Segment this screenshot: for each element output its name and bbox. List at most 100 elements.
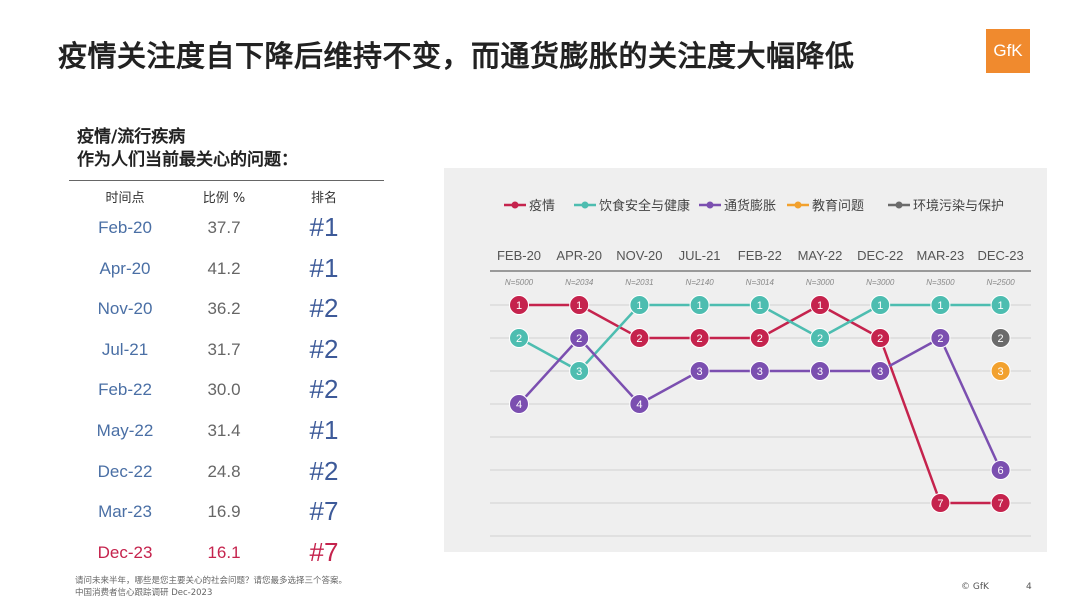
data-point-label: 3 — [817, 366, 823, 378]
x-tick-label: NOV-20 — [616, 248, 662, 263]
data-point-label: 2 — [576, 333, 582, 345]
page-title: 疫情关注度自下降后维持不变，而通货膨胀的关注度大幅降低 — [58, 39, 855, 73]
data-point-label: 3 — [877, 366, 883, 378]
data-point-marker — [629, 295, 650, 315]
data-point-marker — [749, 361, 770, 381]
table-heading-line1: 疫情/流行疾病 — [77, 127, 186, 147]
data-point-marker — [990, 493, 1011, 513]
footnote: 请问未来半年，哪些是您主要关心的社会问题？请您最多选择三个答案。 中国消费者信心… — [75, 575, 347, 599]
data-point-label: 2 — [516, 333, 522, 345]
data-point-marker — [870, 361, 891, 381]
data-point-label: 2 — [998, 333, 1004, 345]
data-point-label: 2 — [937, 333, 943, 345]
data-point-marker — [990, 295, 1011, 315]
x-tick-label: DEC-23 — [977, 248, 1023, 263]
row-rank: #2 — [309, 374, 339, 405]
sample-size-label: N=3500 — [926, 278, 955, 287]
sample-size-label: N=3000 — [806, 278, 835, 287]
row-date: Jul-21 — [101, 339, 149, 359]
data-point-marker — [629, 394, 650, 414]
x-tick-label: FEB-20 — [497, 248, 541, 263]
x-tick-label: FEB-22 — [738, 248, 782, 263]
table-divider — [69, 180, 384, 181]
row-date: Mar-23 — [98, 502, 152, 522]
data-point-label: 3 — [697, 366, 703, 378]
legend-swatch-dot — [581, 201, 589, 209]
footnote-question: 请问未来半年，哪些是您主要关心的社会问题？请您最多选择三个答案。 — [75, 576, 348, 586]
data-point-marker — [749, 328, 770, 348]
table-row: Mar-23 16.9 #7 — [69, 492, 384, 532]
legend-label: 疫情 — [529, 198, 555, 214]
data-point-marker — [930, 295, 951, 315]
row-value: 31.4 — [207, 421, 241, 440]
table-heading: 疫情/流行疾病 作为人们当前最关心的问题： — [77, 126, 298, 172]
row-date: Apr-20 — [99, 258, 151, 278]
row-rank: #1 — [309, 415, 339, 445]
x-tick-label: MAR-23 — [917, 248, 965, 263]
row-rank: #2 — [309, 293, 339, 324]
sample-size-label: N=3000 — [866, 278, 895, 287]
data-point-marker — [509, 394, 529, 414]
row-value: 16.1 — [207, 542, 241, 562]
table-row: Nov-20 36.2 #2 — [69, 289, 384, 329]
legend-label: 通货膨胀 — [724, 198, 776, 214]
row-rank: #7 — [309, 496, 339, 527]
sample-size-label: N=5000 — [505, 278, 534, 287]
legend-label: 环境污染与保护 — [913, 199, 1004, 214]
data-point-marker — [569, 295, 590, 315]
data-point-marker — [990, 460, 1011, 480]
legend-label: 教育问题 — [812, 198, 864, 214]
data-point-label: 1 — [998, 300, 1004, 312]
data-point-marker — [930, 328, 951, 348]
data-point-marker — [749, 295, 770, 315]
x-tick-label: DEC-22 — [857, 248, 903, 263]
legend-swatch-dot — [895, 201, 903, 209]
table-heading-line2: 作为人们当前最关心的问题： — [77, 150, 298, 170]
row-value: 16.9 — [207, 502, 241, 522]
table-row: Dec-23 16.1 #7 — [69, 533, 384, 573]
rank-line-chart: 疫情 饮食安全与健康 通货膨胀 教育问题 环境污染与保护 FEB-20 N=5000 APR-… — [490, 198, 1031, 537]
data-point-label: 1 — [516, 300, 522, 312]
x-tick-label: APR-20 — [556, 248, 602, 263]
data-point-label: 3 — [576, 366, 582, 378]
data-point-marker — [870, 328, 891, 348]
row-value: 36.2 — [207, 299, 241, 319]
table-row: Feb-20 37.7 #1 — [69, 208, 384, 248]
row-rank: #2 — [309, 333, 339, 364]
sample-size-label: N=3014 — [746, 278, 775, 287]
data-point-marker — [810, 295, 830, 315]
data-point-marker — [810, 361, 830, 381]
row-value: 24.8 — [207, 461, 241, 481]
data-point-label: 1 — [757, 300, 763, 312]
data-point-marker — [870, 295, 891, 315]
data-point-marker — [689, 295, 710, 315]
row-date: Dec-23 — [97, 542, 153, 562]
chart-panel: 疫情 饮食安全与健康 通货膨胀 教育问题 环境污染与保护 FEB-20 N=5000 APR-… — [444, 168, 1047, 552]
data-point-marker — [569, 361, 590, 381]
data-point-label: 2 — [636, 333, 642, 345]
data-point-label: 1 — [877, 300, 883, 312]
data-point-marker — [509, 295, 529, 315]
table-row: Jul-21 31.7 #2 — [69, 330, 384, 370]
row-date: Dec-22 — [97, 461, 153, 481]
column-header-date: 时间点 — [105, 191, 145, 206]
data-point-marker — [810, 328, 830, 348]
row-value: 37.7 — [207, 218, 241, 237]
sample-size-label: N=2034 — [565, 278, 594, 287]
data-point-label: 6 — [998, 465, 1004, 477]
sample-size-label: N=2031 — [625, 278, 653, 287]
footnote-source: 中国消费者信心跟踪调研 Dec-2023 — [75, 588, 213, 598]
row-rank: #1 — [309, 252, 339, 283]
copyright: © GfK — [961, 582, 989, 592]
row-rank: #2 — [309, 455, 339, 486]
data-point-marker — [990, 361, 1011, 381]
table-row: Apr-20 41.2 #1 — [69, 249, 384, 289]
row-value: 41.2 — [207, 258, 241, 278]
row-value: 30.0 — [207, 380, 241, 400]
row-rank: #7 — [309, 536, 339, 567]
table-row: Feb-22 30.0 #2 — [69, 370, 384, 410]
row-rank: #1 — [309, 212, 339, 242]
data-point-label: 2 — [697, 333, 703, 345]
data-point-label: 1 — [636, 300, 642, 312]
data-point-label: 3 — [998, 366, 1004, 378]
